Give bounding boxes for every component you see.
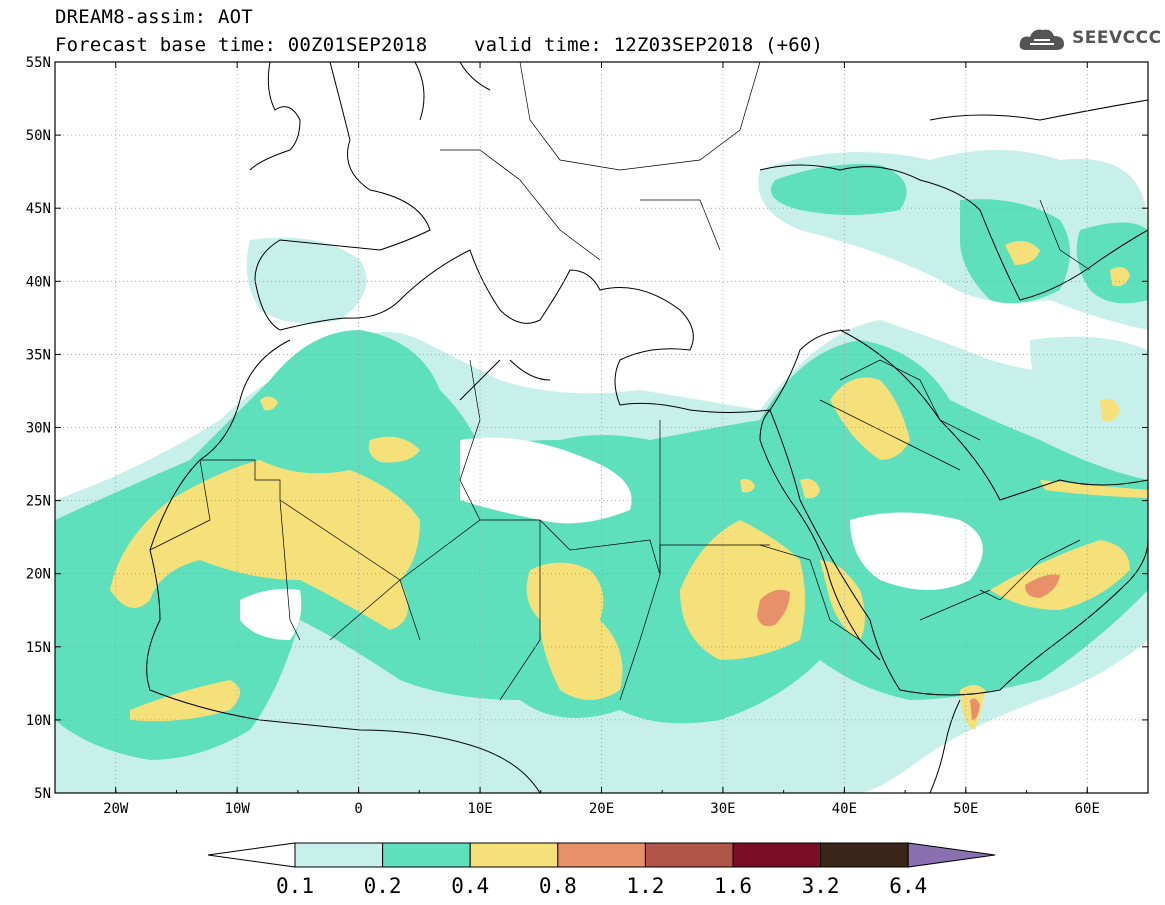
colorbar-labels: 0.1 0.2 0.4 0.8 1.2 1.6 3.2 6.4	[276, 874, 927, 898]
lat-tick-label: 15N	[26, 640, 51, 656]
colorbar-label: 0.1	[276, 874, 314, 898]
colorbar-box	[820, 842, 909, 868]
lon-tick-label: 60E	[1075, 801, 1100, 817]
lon-tick-label: 20W	[103, 801, 129, 817]
colorbar-box	[732, 842, 822, 868]
colorbar-box	[557, 842, 646, 868]
colorbar-box	[294, 842, 384, 868]
colorbar-label: 0.4	[451, 874, 489, 898]
lat-tick-label: 35N	[26, 347, 51, 363]
lat-tick-label: 30N	[26, 421, 51, 437]
aot-contours	[55, 150, 1148, 793]
seevccc-logo: SEEVCCC	[1072, 28, 1162, 48]
colorbar-label: 0.2	[364, 874, 402, 898]
lon-tick-label: 20E	[589, 801, 614, 817]
colorbar-label: 0.8	[539, 874, 577, 898]
colorbar-box	[644, 842, 734, 868]
colorbar-box	[469, 842, 559, 868]
lon-tick-label: 10E	[467, 801, 492, 817]
lon-tick-label: 50E	[953, 801, 978, 817]
colorbar-box	[382, 842, 471, 868]
lon-tick-label: 0	[354, 801, 362, 817]
lat-tick-label: 5N	[34, 786, 51, 802]
lat-tick-label: 10N	[26, 713, 51, 729]
colorbar-low-arrow	[207, 842, 296, 868]
colorbar-label: 1.2	[626, 874, 664, 898]
lon-tick-label: 10W	[225, 801, 251, 817]
cloud-icon	[1019, 29, 1064, 50]
colorbar-boxes	[207, 842, 996, 868]
aot-level-0.4	[110, 241, 1148, 730]
colorbar-high-arrow	[907, 842, 996, 868]
lat-tick-label: 20N	[26, 567, 51, 583]
aot-level-0.8	[757, 574, 1060, 720]
country-borders	[149, 62, 1091, 701]
forecast-time-subtitle: Forecast base time: 00Z01SEP2018 valid t…	[55, 34, 824, 56]
latitude-labels: 55N 50N 45N 40N 35N 30N 25N 20N 15N 10N 5N	[26, 55, 51, 802]
lat-tick-label: 40N	[26, 274, 51, 290]
colorbar-label: 1.6	[714, 874, 752, 898]
lat-tick-label: 25N	[26, 494, 51, 510]
longitude-labels: 20W 10W 0 10E 20E 30E 40E 50E 60E	[103, 801, 1100, 817]
chart-title: DREAM8-assim: AOT	[55, 6, 253, 28]
coastlines	[146, 62, 1148, 793]
colorbar-label: 3.2	[802, 874, 840, 898]
lat-tick-label: 55N	[26, 55, 51, 71]
axis-ticks	[54, 61, 1149, 794]
aot-low-holes	[240, 437, 983, 640]
lon-tick-label: 30E	[710, 801, 735, 817]
lat-tick-label: 45N	[26, 201, 51, 217]
colorbar-label: 6.4	[889, 874, 927, 898]
lat-tick-label: 50N	[26, 128, 51, 144]
lon-tick-label: 40E	[832, 801, 857, 817]
